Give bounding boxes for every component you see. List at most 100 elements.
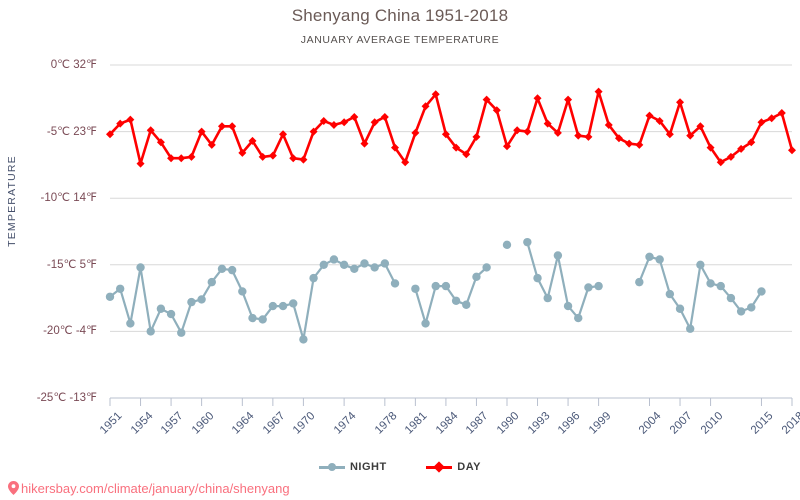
data-point[interactable] [391,143,400,152]
data-point[interactable] [594,87,603,96]
data-point[interactable] [655,116,664,125]
data-point[interactable] [553,251,563,260]
data-point[interactable] [156,304,166,313]
data-point[interactable] [675,304,685,313]
data-point[interactable] [706,279,715,288]
data-point[interactable] [197,295,206,304]
data-point[interactable] [462,300,471,309]
data-point[interactable] [167,154,176,163]
data-point[interactable] [452,143,461,152]
data-point[interactable] [553,128,562,137]
data-point[interactable] [696,260,705,269]
data-point[interactable] [329,120,338,129]
data-point[interactable] [299,155,308,164]
data-point[interactable] [207,140,216,149]
data-point[interactable] [289,154,298,163]
data-point[interactable] [625,139,634,148]
data-point[interactable] [177,154,186,163]
data-point[interactable] [340,118,349,127]
data-point[interactable] [614,134,623,143]
data-point[interactable] [574,131,583,140]
data-point[interactable] [299,335,308,344]
data-point[interactable] [431,90,440,99]
data-point[interactable] [187,297,196,307]
data-point[interactable] [747,138,756,147]
data-point[interactable] [563,301,573,311]
data-point[interactable] [513,126,522,135]
data-point[interactable] [248,136,257,145]
data-point[interactable] [584,132,593,141]
data-point[interactable] [706,143,715,152]
data-point[interactable] [716,158,725,167]
data-point[interactable] [696,122,705,131]
legend-item-night[interactable]: NIGHT [318,461,387,473]
data-point[interactable] [523,127,532,136]
data-point[interactable] [136,159,145,168]
data-point[interactable] [411,128,420,137]
data-point[interactable] [217,122,226,131]
data-point[interactable] [319,116,328,125]
data-point[interactable] [757,287,766,296]
data-point[interactable] [106,130,114,139]
data-point[interactable] [350,112,359,121]
data-point[interactable] [757,118,766,127]
data-point[interactable] [421,319,430,328]
data-point[interactable] [228,122,237,131]
data-point[interactable] [309,127,318,136]
data-point[interactable] [747,303,756,312]
data-point[interactable] [360,259,369,268]
data-point[interactable] [665,289,675,299]
data-point[interactable] [482,263,491,272]
data-point[interactable] [574,313,583,323]
data-point[interactable] [350,264,359,273]
data-point[interactable] [156,138,165,147]
data-point[interactable] [737,144,746,153]
data-point[interactable] [655,255,664,264]
data-point[interactable] [177,328,186,337]
data-point[interactable] [543,293,552,303]
data-point[interactable] [686,131,695,140]
data-point[interactable] [594,281,603,291]
data-point[interactable] [146,126,155,135]
data-point[interactable] [380,259,390,268]
data-point[interactable] [116,119,125,128]
data-point[interactable] [421,102,430,111]
data-point[interactable] [645,252,654,262]
data-point[interactable] [207,277,216,287]
data-point[interactable] [523,237,532,247]
data-point[interactable] [390,279,400,288]
data-point[interactable] [635,140,644,149]
data-point[interactable] [584,283,593,292]
data-point[interactable] [370,263,379,272]
data-point[interactable] [146,327,155,336]
data-point[interactable] [319,260,328,269]
data-point[interactable] [736,307,746,316]
data-point[interactable] [788,146,796,155]
data-point[interactable] [115,284,125,293]
data-point[interactable] [645,111,654,120]
data-point[interactable] [166,309,176,319]
data-point[interactable] [492,106,501,115]
data-point[interactable] [502,240,512,250]
data-point[interactable] [411,284,420,293]
data-point[interactable] [401,158,410,167]
data-point[interactable] [441,130,450,139]
data-point[interactable] [126,319,135,328]
data-point[interactable] [533,273,542,283]
data-point[interactable] [268,301,278,311]
data-point[interactable] [339,260,349,269]
data-point[interactable] [767,114,776,123]
data-point[interactable] [564,95,573,104]
data-point[interactable] [462,150,471,159]
data-point[interactable] [248,313,257,323]
data-point[interactable] [665,130,674,139]
data-point[interactable] [360,139,369,148]
data-point[interactable] [268,151,277,160]
data-point[interactable] [676,98,685,107]
data-point[interactable] [309,273,318,283]
data-point[interactable] [289,299,298,308]
data-point[interactable] [472,272,481,281]
data-point[interactable] [502,142,511,151]
data-point[interactable] [105,292,115,301]
data-point[interactable] [258,152,267,161]
